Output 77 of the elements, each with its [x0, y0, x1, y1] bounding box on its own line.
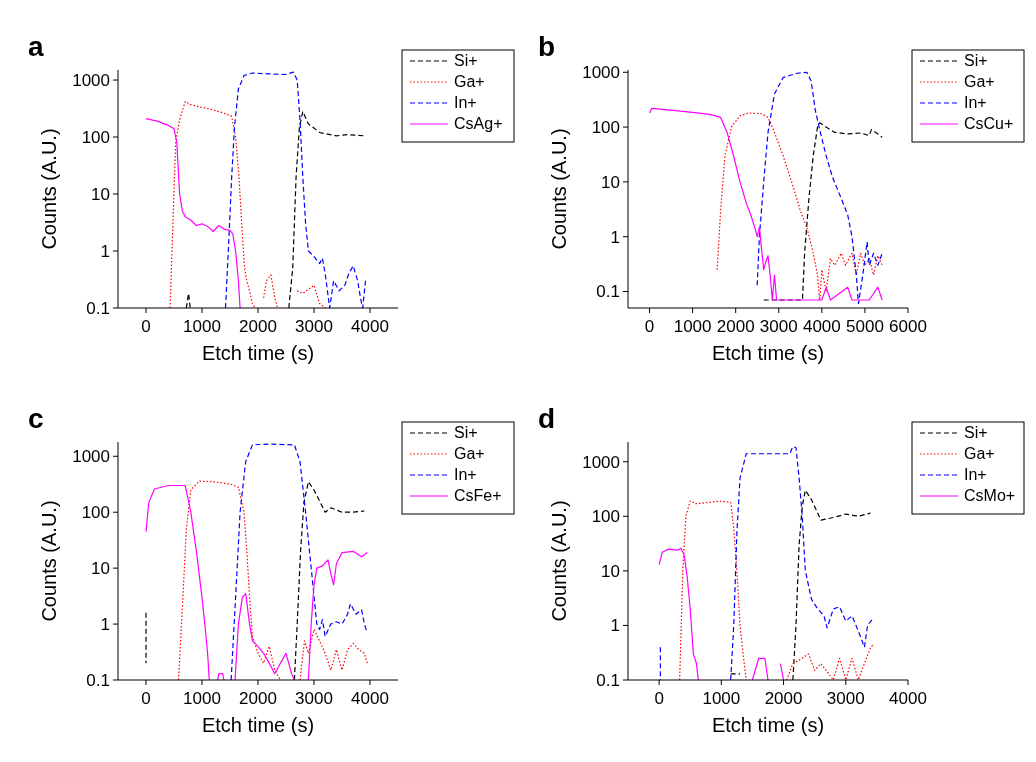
chart-title: c — [28, 403, 44, 434]
y-tick-label: 0.1 — [86, 298, 110, 318]
x-tick-label: 3000 — [826, 689, 865, 708]
chart-title: d — [538, 403, 556, 434]
x-tick-label: 0 — [141, 689, 151, 708]
legend-label: In+ — [454, 466, 477, 483]
legend-label: CsAg+ — [454, 115, 503, 132]
y-tick-label: 1 — [100, 615, 110, 635]
legend-label: In+ — [964, 466, 987, 483]
y-tick-label: 1000 — [582, 63, 620, 83]
x-tick-label: 0 — [654, 689, 664, 708]
legend-label: Si+ — [964, 424, 988, 441]
y-axis-title: Counts (A.U.) — [38, 500, 60, 622]
x-tick-label: 4000 — [802, 317, 841, 336]
legend-label: Ga+ — [964, 445, 995, 462]
y-tick-label: 0.1 — [86, 670, 110, 690]
y-axis-title: Counts (A.U.) — [548, 500, 570, 622]
legend-label: Ga+ — [454, 445, 485, 462]
legend-label: CsMo+ — [964, 487, 1016, 504]
legend-label: Si+ — [964, 52, 988, 69]
y-tick-label: 1 — [100, 241, 110, 261]
y-tick-label: 10 — [601, 561, 620, 581]
y-tick-label: 100 — [81, 127, 110, 147]
x-axis-title: Etch time (s) — [711, 342, 825, 364]
y-tick-label: 1000 — [582, 452, 620, 472]
x-tick-label: 1000 — [183, 317, 221, 336]
y-tick-label: 100 — [81, 503, 110, 523]
line-series — [145, 118, 241, 309]
x-tick-label: 0 — [644, 317, 655, 336]
line-series — [716, 112, 883, 301]
legend-label: CsCu+ — [964, 115, 1014, 132]
legend-label: In+ — [454, 94, 477, 111]
legend-label: Si+ — [454, 52, 478, 69]
y-tick-label: 1 — [610, 227, 620, 247]
x-tick-label: 5000 — [846, 317, 884, 336]
x-tick-label: 4000 — [351, 689, 389, 708]
y-tick-label: 10 — [91, 559, 110, 579]
chart-title: b — [538, 31, 556, 62]
line-series — [230, 443, 368, 681]
x-tick-label: 1000 — [183, 689, 221, 708]
line-series — [756, 71, 883, 305]
x-tick-label: 2000 — [239, 317, 277, 336]
x-tick-label: 3000 — [759, 317, 798, 336]
line-series — [648, 107, 883, 301]
y-tick-label: 100 — [591, 507, 620, 527]
y-tick-label: 1000 — [72, 447, 110, 467]
x-tick-label: 2000 — [764, 689, 803, 708]
x-axis-title: Etch time (s) — [711, 714, 825, 736]
x-tick-label: 0 — [141, 317, 151, 336]
y-tick-label: 0.1 — [596, 670, 620, 690]
legend-label: Ga+ — [454, 73, 485, 90]
y-tick-label: 10 — [91, 184, 110, 204]
x-tick-label: 6000 — [889, 317, 927, 336]
x-tick-label: 2000 — [716, 317, 755, 336]
x-tick-label: 2000 — [239, 689, 277, 708]
y-tick-label: 0.1 — [596, 282, 620, 302]
x-axis-title: Etch time (s) — [201, 714, 315, 736]
x-tick-label: 4000 — [889, 689, 927, 708]
x-tick-label: 1000 — [673, 317, 712, 336]
y-axis-title: Counts (A.U.) — [548, 128, 570, 250]
line-series — [224, 71, 367, 309]
y-tick-label: 1 — [610, 616, 620, 636]
chart-title: a — [28, 31, 44, 62]
legend-label: Ga+ — [964, 73, 995, 90]
x-axis-title: Etch time (s) — [201, 342, 315, 364]
y-tick-label: 10 — [601, 172, 620, 192]
legend-label: CsFe+ — [454, 487, 502, 504]
legend-label: Si+ — [454, 424, 478, 441]
y-tick-label: 100 — [591, 118, 620, 138]
x-tick-label: 3000 — [295, 317, 333, 336]
x-tick-label: 1000 — [702, 689, 741, 708]
line-series — [763, 122, 883, 301]
y-tick-label: 1000 — [72, 70, 110, 90]
y-axis-title: Counts (A.U.) — [38, 128, 60, 250]
x-tick-label: 3000 — [295, 689, 333, 708]
x-tick-label: 4000 — [351, 317, 389, 336]
legend-label: In+ — [964, 94, 987, 111]
